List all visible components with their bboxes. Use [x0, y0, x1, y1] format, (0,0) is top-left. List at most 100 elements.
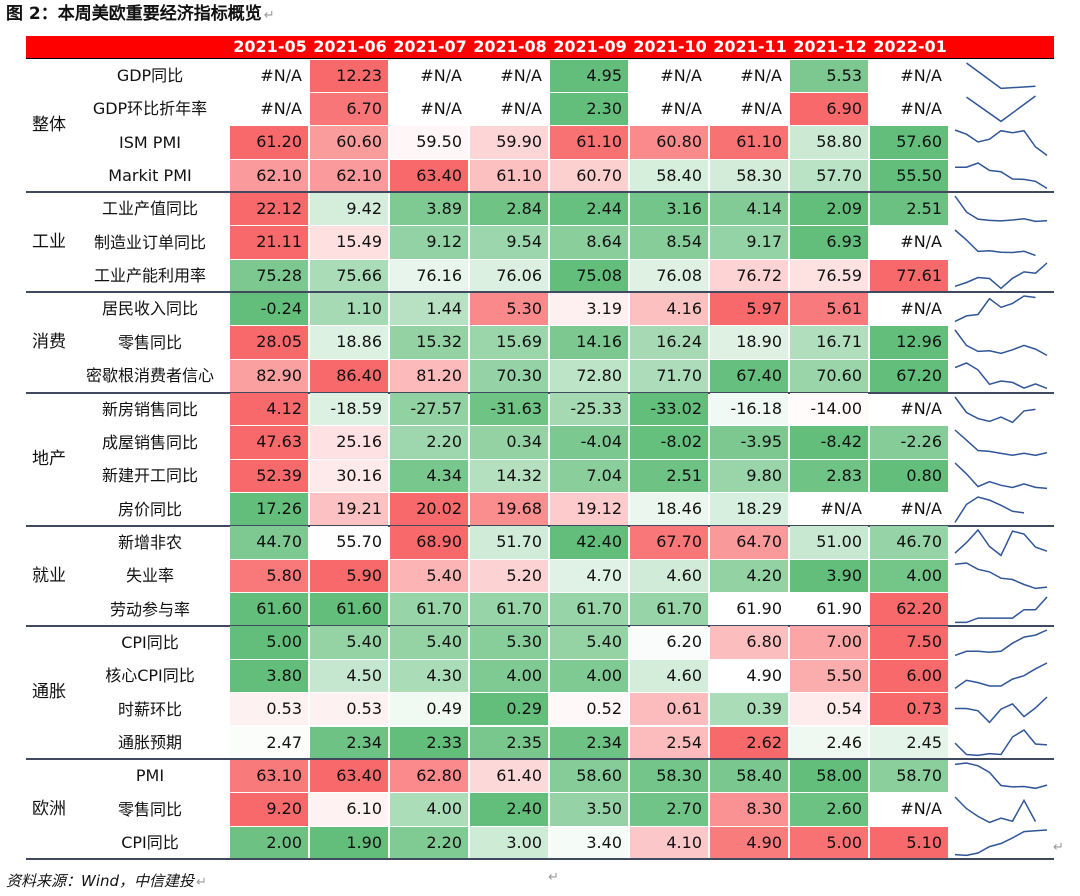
table-cell: 75.28: [230, 259, 308, 292]
group-separator: [26, 291, 1054, 294]
table-cell: 70.30: [470, 359, 548, 392]
table-cell: -8.42: [790, 426, 868, 459]
table-cell: 3.89: [390, 192, 468, 226]
table-cell: #N/A: [500, 98, 542, 118]
table-cell: #N/A: [260, 98, 302, 118]
table-cell: 61.10: [550, 126, 628, 159]
table-cell: 61.40: [470, 759, 548, 793]
table-cell: 72.80: [550, 359, 628, 392]
table-cell: 86.40: [310, 359, 388, 392]
sparkline-path: [954, 362, 1048, 390]
table-cell: 76.16: [390, 259, 468, 292]
table-cell: #N/A: [660, 65, 702, 85]
sparkline-path: [954, 195, 1048, 223]
table-cell: 5.80: [230, 559, 308, 593]
sparkline: [954, 528, 1048, 557]
table-cell: -2.26: [870, 426, 948, 459]
table-cell: 15.32: [390, 326, 468, 359]
table-cell: 61.70: [470, 593, 548, 626]
table-cell: #N/A: [420, 65, 462, 85]
table-cell: 61.60: [310, 593, 388, 626]
row-label: 劳动参与率: [109, 599, 190, 619]
table-cell: 4.16: [630, 292, 708, 326]
table-cell: 4.30: [390, 659, 468, 693]
table-cell: -4.04: [550, 426, 628, 459]
table-cell: #N/A: [740, 98, 782, 118]
sparkline: [954, 729, 1048, 757]
table-cell: 2.34: [550, 726, 628, 759]
sparkline-path: [954, 462, 1048, 490]
sparkline-path: [954, 396, 1036, 423]
group-separator: [26, 524, 1054, 527]
table-cell: 2.20: [390, 826, 468, 859]
group-separator: [26, 191, 1054, 194]
table-cell: 62.80: [390, 759, 468, 793]
table-cell: 62.10: [310, 159, 388, 192]
table-cell: -16.18: [710, 393, 788, 426]
sparkline: [954, 262, 1048, 290]
table-cell: 6.90: [790, 92, 868, 126]
sparkline-path: [954, 562, 1048, 590]
table-cell: 2.09: [790, 192, 868, 226]
table-cell: 5.50: [790, 659, 868, 693]
table-cell: -31.63: [470, 393, 548, 426]
table-cell: 3.50: [550, 793, 628, 826]
sparkline: [954, 396, 1036, 423]
source-note: 资料来源：Wind，中信建投 ↵: [6, 872, 207, 890]
table-cell: 58.40: [710, 759, 788, 793]
table-cell: 3.19: [550, 292, 628, 326]
table-cell: 2.00: [230, 826, 308, 859]
table-cell: 58.60: [550, 759, 628, 793]
table-cell: 8.54: [630, 226, 708, 259]
row-label: 零售同比: [117, 332, 182, 352]
table-cell: 4.00: [550, 659, 628, 693]
table-cell: 2.51: [630, 459, 708, 493]
row-label: 房价同比: [117, 499, 182, 519]
table-cell: 2.46: [790, 726, 868, 759]
table-cell: 51.00: [790, 526, 868, 559]
table-cell: 2.40: [470, 793, 548, 826]
group-label: 就业: [32, 565, 66, 586]
sparkline-path: [954, 629, 1048, 657]
sparkline-path: [955, 162, 1048, 190]
table-cell: #N/A: [900, 799, 942, 819]
table-cell: 55.70: [310, 526, 388, 559]
column-header: 2022-01: [873, 37, 947, 56]
table-cell: 2.34: [310, 726, 388, 759]
table-cell: 4.60: [630, 659, 708, 693]
table-cell: 0.61: [630, 693, 708, 726]
group-separator: [26, 391, 1054, 394]
table-cell: 7.04: [550, 459, 628, 493]
table-cell: 4.00: [470, 659, 548, 693]
table-cell: 2.83: [790, 459, 868, 493]
table-cell: 5.90: [310, 559, 388, 593]
table-cell: 3.80: [230, 659, 308, 693]
column-header: 2021-05: [233, 37, 307, 56]
table-cell: 57.60: [870, 126, 948, 159]
table-cell: 58.30: [630, 759, 708, 793]
table-cell: 0.53: [310, 693, 388, 726]
sparkline-path: [954, 729, 1048, 757]
row-label: GDP环比折年率: [92, 99, 208, 119]
table-cell: 0.52: [550, 693, 628, 726]
table-cell: 4.95: [550, 59, 628, 92]
paragraph-mark-icon: ↵: [263, 8, 275, 23]
table-cell: 5.40: [310, 626, 388, 659]
table-cell: 2.60: [790, 793, 868, 826]
table-cell: -0.24: [230, 292, 308, 326]
table-cell: 9.54: [470, 226, 548, 259]
sparkline: [954, 429, 1048, 457]
table-cell: #N/A: [900, 98, 942, 118]
table-cell: 4.10: [630, 826, 708, 859]
sparkline-path: [966, 62, 1036, 90]
row-label: CPI同比: [121, 632, 179, 652]
table-cell: #N/A: [900, 65, 942, 85]
table-cell: 61.90: [790, 593, 868, 626]
table-cell: 7.50: [870, 626, 948, 659]
row-label: 密歇根消费者信心: [85, 366, 214, 386]
table-cell: 2.62: [710, 726, 788, 759]
group-label: 整体: [32, 115, 66, 135]
table-cell: 14.16: [550, 326, 628, 359]
table-cell: #N/A: [900, 298, 942, 318]
